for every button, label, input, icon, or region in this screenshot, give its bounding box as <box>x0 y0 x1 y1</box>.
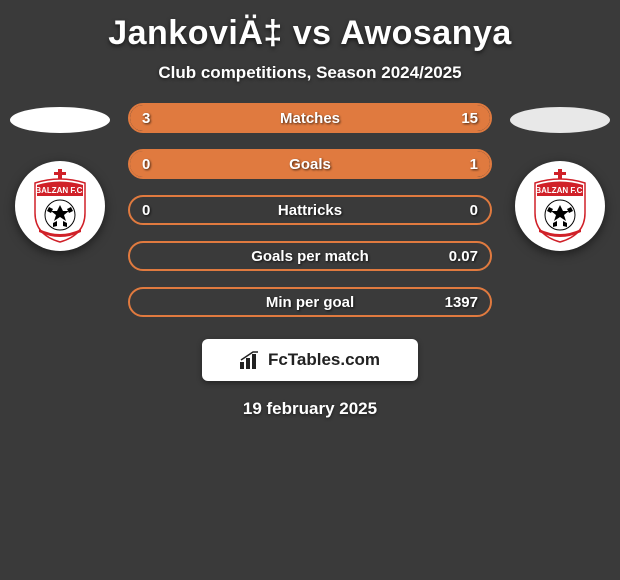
date-label: 19 february 2025 <box>0 399 620 419</box>
stat-fill-left <box>130 105 191 131</box>
infographic-container: JankoviÄ‡ vs Awosanya Club competitions,… <box>0 0 620 419</box>
attribution-badge: FcTables.com <box>202 339 418 381</box>
left-club-crest: BALZAN F.C. <box>15 161 105 251</box>
chart-icon <box>240 351 262 369</box>
stat-right-val: 1397 <box>445 294 478 311</box>
svg-text:BALZAN F.C.: BALZAN F.C. <box>535 186 584 195</box>
stats-column: 3 Matches 15 0 Goals 1 0 Hattricks 0 Goals per ma… <box>110 103 510 333</box>
svg-text:BALZAN F.C.: BALZAN F.C. <box>35 186 84 195</box>
stat-row: 0 Hattricks 0 <box>128 195 492 225</box>
stat-right-val: 1 <box>470 156 478 173</box>
subtitle: Club competitions, Season 2024/2025 <box>0 63 620 103</box>
stat-right-val: 0.07 <box>449 248 478 265</box>
stat-row: 0 Goals 1 <box>128 149 492 179</box>
club-crest-icon: BALZAN F.C. <box>525 169 595 243</box>
stat-label: Hattricks <box>278 202 342 219</box>
stat-fill-right <box>191 105 490 131</box>
stat-left-val: 3 <box>142 110 150 127</box>
main-row: BALZAN F.C. 3Matches150Goals10Hattricks0… <box>0 103 620 333</box>
left-column: BALZAN F.C. <box>10 103 110 251</box>
stat-label: Goals <box>289 156 331 173</box>
stat-label: Matches <box>280 110 340 127</box>
stat-left-val: 0 <box>142 156 150 173</box>
stat-right-val: 0 <box>470 202 478 219</box>
right-club-crest: BALZAN F.C. <box>515 161 605 251</box>
stat-left-val: 0 <box>142 202 150 219</box>
club-crest-icon: BALZAN F.C. <box>25 169 95 243</box>
left-player-slot <box>10 107 110 133</box>
right-player-slot <box>510 107 610 133</box>
stat-label: Min per goal <box>266 294 354 311</box>
right-column: BALZAN F.C. <box>510 103 610 251</box>
stat-row: Goals per match 0.07 <box>128 241 492 271</box>
stat-row: Min per goal 1397 <box>128 287 492 317</box>
stat-label: Goals per match <box>251 248 369 265</box>
page-title: JankoviÄ‡ vs Awosanya <box>0 8 620 63</box>
stat-right-val: 15 <box>461 110 478 127</box>
stat-row: 3 Matches 15 <box>128 103 492 133</box>
attribution-text: FcTables.com <box>268 350 380 370</box>
